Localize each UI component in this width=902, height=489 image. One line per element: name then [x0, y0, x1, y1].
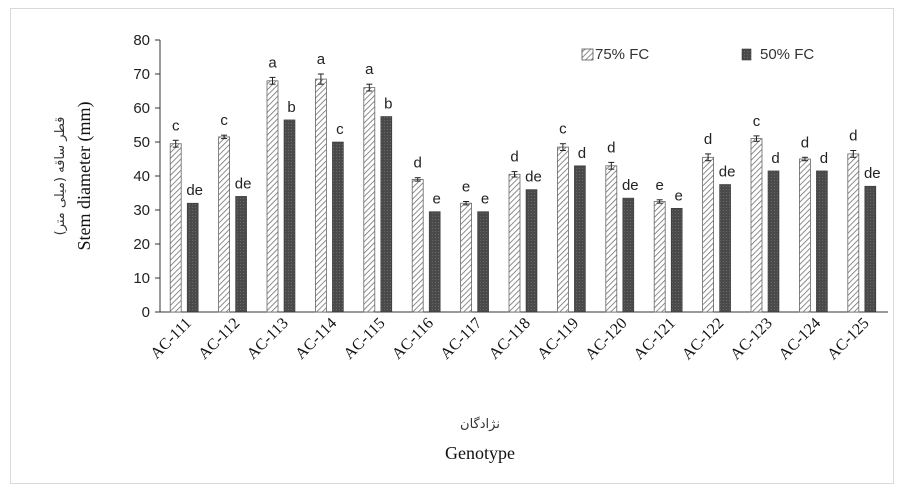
- axes: 0 10 20 30 40 50 60 70 80: [133, 32, 888, 321]
- sig-letter-50fc: b: [287, 99, 295, 116]
- bar-50fc-AC-124: [816, 170, 828, 313]
- sig-letter-50fc: de: [525, 169, 542, 186]
- legend-label-75fc: 75% FC: [595, 46, 649, 63]
- sig-letter-75fc: a: [268, 54, 277, 71]
- bar-75fc-AC-115: [363, 87, 376, 313]
- sig-letter-50fc: de: [186, 182, 203, 199]
- x-tick-label: AC-112: [195, 315, 243, 363]
- bar-75fc-AC-114: [314, 78, 327, 313]
- sig-letter-75fc: c: [753, 113, 761, 130]
- x-tick-label: AC-124: [776, 315, 824, 363]
- legend: 75% FC 50% FC: [581, 46, 814, 63]
- sig-letter-75fc: d: [704, 131, 712, 148]
- bar-50fc-AC-114: [332, 141, 344, 313]
- sig-letter-50fc: d: [820, 150, 828, 167]
- y-tick-label: 70: [133, 66, 150, 83]
- sig-letter-50fc: d: [771, 150, 779, 167]
- bar-75fc-AC-120: [605, 165, 618, 313]
- sig-letter-75fc: e: [656, 177, 664, 194]
- sig-letter-75fc: d: [510, 149, 518, 166]
- bar-50fc-AC-125: [864, 185, 877, 313]
- bar-50fc-AC-121: [670, 208, 683, 313]
- x-tick-label: AC-122: [679, 315, 727, 363]
- legend-swatch-50fc: [741, 48, 752, 61]
- sig-letter-50fc: b: [384, 96, 392, 113]
- bar-75fc-AC-117: [460, 202, 473, 313]
- bar-75fc-AC-123: [750, 138, 763, 313]
- x-tick-label: AC-121: [631, 315, 679, 363]
- y-tick-label: 10: [133, 270, 150, 287]
- bar-75fc-AC-111: [169, 143, 182, 313]
- sig-letter-50fc: e: [481, 191, 489, 208]
- bar-50fc-AC-122: [719, 184, 731, 313]
- x-tick-label: AC-119: [534, 315, 582, 363]
- sig-letter-75fc: d: [607, 139, 615, 156]
- bar-50fc-AC-116: [428, 211, 441, 313]
- bar-50fc-AC-112: [235, 196, 247, 313]
- bar-75fc-AC-113: [266, 80, 279, 313]
- bar-75fc-AC-122: [702, 156, 714, 313]
- sig-letter-75fc: d: [414, 155, 422, 172]
- sig-letter-50fc: c: [336, 121, 344, 138]
- y-tick-label: 30: [133, 202, 150, 219]
- sig-letter-50fc: de: [864, 165, 881, 182]
- x-tick-label: AC-120: [582, 315, 630, 363]
- sig-letter-75fc: e: [462, 179, 470, 196]
- y-axis-title: Stem diameter (mm): [74, 102, 95, 251]
- sig-letter-50fc: d: [578, 145, 586, 162]
- bar-75fc-AC-121: [653, 201, 666, 313]
- y-axis-title-persian: قطر ساقه (میلی متر): [53, 117, 68, 236]
- bars: [169, 73, 877, 313]
- x-tick-label: AC-116: [389, 315, 437, 363]
- sig-letter-75fc: d: [801, 134, 809, 151]
- y-tick-label: 50: [133, 134, 150, 151]
- sig-letter-50fc: e: [433, 191, 441, 208]
- sig-letter-50fc: de: [622, 177, 639, 194]
- y-tick-label: 40: [133, 168, 150, 185]
- y-tick-label: 0: [142, 304, 150, 321]
- sig-letter-75fc: a: [365, 61, 374, 78]
- y-tick-label: 20: [133, 236, 150, 253]
- bar-75fc-AC-125: [847, 153, 860, 313]
- x-tick-label: AC-111: [147, 315, 195, 363]
- bar-50fc-AC-111: [186, 202, 199, 313]
- sig-letter-50fc: e: [675, 187, 683, 204]
- sig-letter-75fc: c: [559, 121, 567, 138]
- x-tick-label: AC-114: [292, 315, 340, 363]
- bar-50fc-AC-119: [574, 165, 586, 313]
- sig-letter-75fc: d: [849, 128, 857, 145]
- x-tick-label: AC-125: [824, 315, 872, 363]
- y-tick-label: 60: [133, 100, 150, 117]
- bar-50fc-AC-117: [477, 211, 489, 313]
- chart-frame: [10, 8, 894, 484]
- bar-50fc-AC-123: [767, 170, 780, 313]
- x-tick-label: AC-113: [244, 315, 292, 363]
- sig-letter-75fc: a: [317, 51, 326, 68]
- bar-50fc-AC-118: [525, 189, 538, 313]
- sig-letter-50fc: de: [235, 175, 252, 192]
- x-tick-label: AC-123: [727, 315, 775, 363]
- bar-50fc-AC-115: [380, 116, 393, 313]
- legend-label-50fc: 50% FC: [760, 46, 814, 63]
- x-axis-title: Genotype: [445, 443, 515, 463]
- x-tick-label: AC-118: [486, 315, 534, 363]
- bar-75fc-AC-119: [557, 146, 569, 313]
- sig-letter-75fc: c: [172, 117, 180, 134]
- sig-letter-50fc: de: [719, 164, 736, 181]
- legend-swatch-75fc: [581, 48, 594, 61]
- x-axis-title-persian: نژادگان: [460, 416, 500, 432]
- bar-50fc-AC-113: [283, 119, 296, 313]
- bar-75fc-AC-118: [508, 173, 521, 313]
- bar-75fc-AC-112: [218, 136, 231, 313]
- sig-letter-75fc: c: [220, 112, 228, 129]
- y-tick-label: 80: [133, 32, 150, 49]
- x-tick-label: AC-115: [341, 315, 389, 363]
- bar-50fc-AC-120: [622, 197, 635, 313]
- x-tick-label: AC-117: [437, 315, 485, 363]
- bar-75fc-AC-116: [411, 178, 424, 313]
- bar-75fc-AC-124: [799, 158, 811, 313]
